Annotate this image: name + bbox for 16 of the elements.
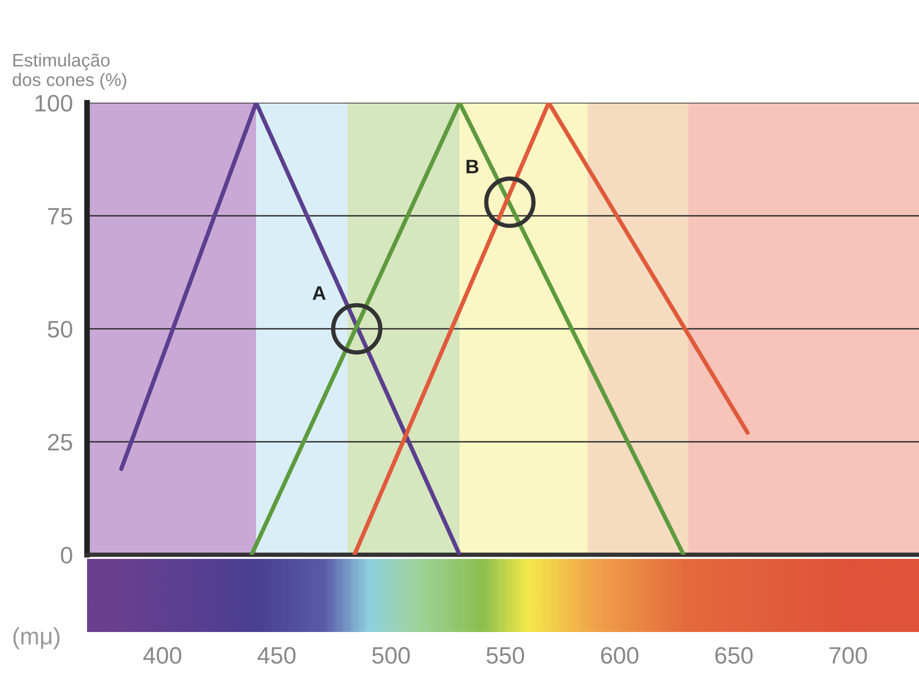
x-tick-label: 700	[830, 647, 867, 664]
y-axis-title: Estimulação dos cones (%)	[12, 53, 126, 90]
x-tick-label: 500	[372, 647, 410, 664]
x-tick-label: 600	[601, 647, 638, 664]
x-tick-label: 450	[258, 647, 296, 664]
x-tick-label: 650	[715, 647, 753, 664]
x-tick-label: 550	[486, 647, 524, 664]
y-tick-label: 25	[48, 434, 72, 451]
y-tick-label: 100	[36, 94, 72, 112]
x-tick-label: 400	[143, 647, 182, 664]
y-tick-label: 75	[48, 208, 72, 225]
x-axis-title: (mμ)	[13, 627, 60, 650]
y-tick-label: 50	[48, 320, 72, 338]
annotation: A	[312, 286, 326, 300]
y-tick-label: 0	[60, 546, 72, 564]
annotation: B	[466, 160, 478, 174]
